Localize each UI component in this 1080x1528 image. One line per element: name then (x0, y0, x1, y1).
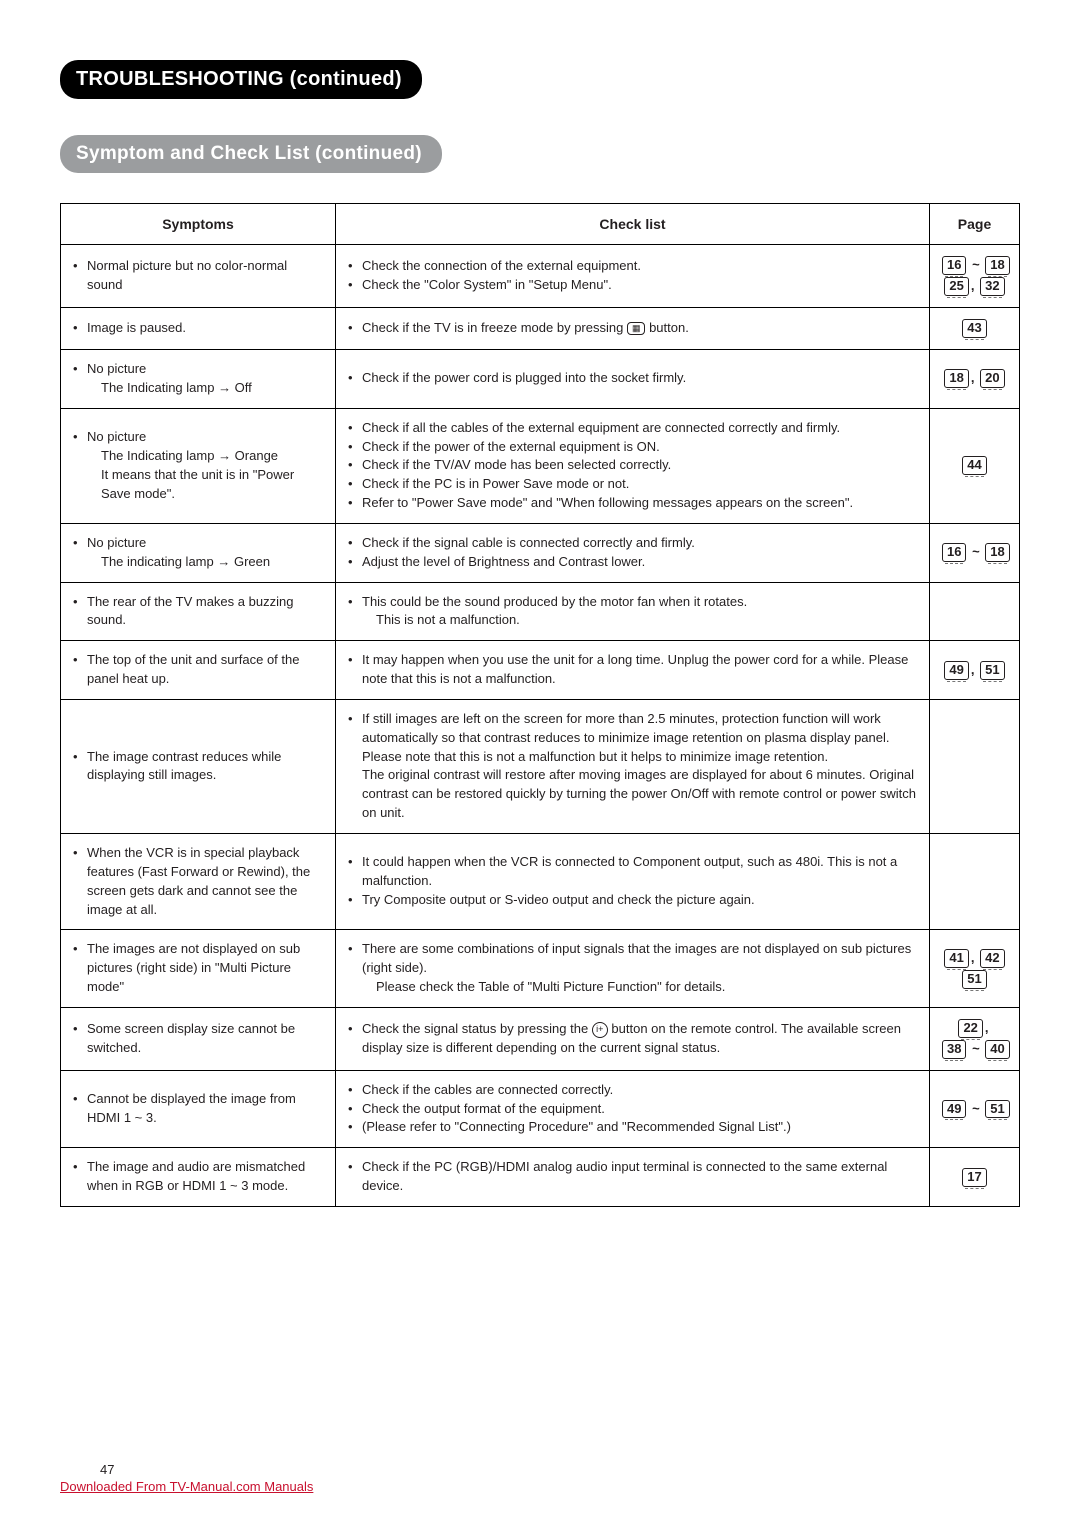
table-row: •No pictureThe Indicating lamp → OrangeI… (61, 408, 1020, 523)
page-refs: 41, 4251 (930, 930, 1020, 1008)
checklist-cell: •Check if the TV is in freeze mode by pr… (336, 308, 930, 350)
symptom-cell: •Image is paused. (61, 308, 336, 350)
table-row: •Normal picture but no color-normal soun… (61, 245, 1020, 308)
symptom-cell: •Some screen display size cannot be swit… (61, 1007, 336, 1070)
checklist-cell: •If still images are left on the screen … (336, 699, 930, 833)
symptom-cell: •Cannot be displayed the image from HDMI… (61, 1070, 336, 1148)
page-refs: 43 (930, 308, 1020, 350)
table-row: •The images are not displayed on sub pic… (61, 930, 1020, 1008)
table-row: •No pictureThe indicating lamp → Green•C… (61, 523, 1020, 582)
page-refs: 17 (930, 1148, 1020, 1207)
checklist-cell: •Check if the PC (RGB)/HDMI analog audio… (336, 1148, 930, 1207)
checklist-cell: •This could be the sound produced by the… (336, 582, 930, 641)
download-source-link[interactable]: Downloaded From TV-Manual.com Manuals (60, 1479, 313, 1494)
troubleshooting-table: Symptoms Check list Page •Normal picture… (60, 203, 1020, 1207)
symptom-cell: •No pictureThe indicating lamp → Green (61, 523, 336, 582)
section-title: TROUBLESHOOTING (continued) (60, 60, 422, 99)
checklist-cell: •There are some combinations of input si… (336, 930, 930, 1008)
symptom-cell: •The image and audio are mismatched when… (61, 1148, 336, 1207)
checklist-cell: •Check if all the cables of the external… (336, 408, 930, 523)
page-refs (930, 834, 1020, 930)
table-row: •Some screen display size cannot be swit… (61, 1007, 1020, 1070)
page-refs: 49 ~ 51 (930, 1070, 1020, 1148)
checklist-cell: •Check if the signal cable is connected … (336, 523, 930, 582)
table-row: •Cannot be displayed the image from HDMI… (61, 1070, 1020, 1148)
table-header-row: Symptoms Check list Page (61, 204, 1020, 245)
table-row: •The image and audio are mismatched when… (61, 1148, 1020, 1207)
col-checklist: Check list (336, 204, 930, 245)
page-number: 47 (100, 1462, 114, 1477)
page-refs: 44 (930, 408, 1020, 523)
page-refs: 22, 38 ~ 40 (930, 1007, 1020, 1070)
page-refs (930, 582, 1020, 641)
table-row: •Image is paused.•Check if the TV is in … (61, 308, 1020, 350)
col-page: Page (930, 204, 1020, 245)
page-refs (930, 699, 1020, 833)
page-refs: 16 ~ 1825, 32 (930, 245, 1020, 308)
checklist-cell: •It may happen when you use the unit for… (336, 641, 930, 700)
freeze-icon: ▦ (627, 322, 646, 335)
subsection-title: Symptom and Check List (continued) (60, 135, 442, 173)
symptom-cell: •The rear of the TV makes a buzzing soun… (61, 582, 336, 641)
checklist-cell: •Check the signal status by pressing the… (336, 1007, 930, 1070)
page-refs: 49, 51 (930, 641, 1020, 700)
symptom-cell: •The image contrast reduces while displa… (61, 699, 336, 833)
checklist-cell: •It could happen when the VCR is connect… (336, 834, 930, 930)
table-row: •The image contrast reduces while displa… (61, 699, 1020, 833)
checklist-cell: •Check if the cables are connected corre… (336, 1070, 930, 1148)
page-footer: 47 Downloaded From TV-Manual.com Manuals (60, 1462, 313, 1494)
page-refs: 18, 20 (930, 349, 1020, 408)
symptom-cell: •No pictureThe Indicating lamp → Off (61, 349, 336, 408)
table-row: •The rear of the TV makes a buzzing soun… (61, 582, 1020, 641)
col-symptoms: Symptoms (61, 204, 336, 245)
symptom-cell: •No pictureThe Indicating lamp → OrangeI… (61, 408, 336, 523)
symptom-cell: •The top of the unit and surface of the … (61, 641, 336, 700)
checklist-cell: •Check the connection of the external eq… (336, 245, 930, 308)
table-row: •No pictureThe Indicating lamp → Off•Che… (61, 349, 1020, 408)
symptom-cell: •When the VCR is in special playback fea… (61, 834, 336, 930)
table-row: •The top of the unit and surface of the … (61, 641, 1020, 700)
symptom-cell: •Normal picture but no color-normal soun… (61, 245, 336, 308)
page-refs: 16 ~ 18 (930, 523, 1020, 582)
checklist-cell: •Check if the power cord is plugged into… (336, 349, 930, 408)
troubleshooting-table-wrap: Symptoms Check list Page •Normal picture… (60, 203, 1020, 1207)
table-row: •When the VCR is in special playback fea… (61, 834, 1020, 930)
symptom-cell: •The images are not displayed on sub pic… (61, 930, 336, 1008)
info-icon: i+ (592, 1022, 608, 1038)
